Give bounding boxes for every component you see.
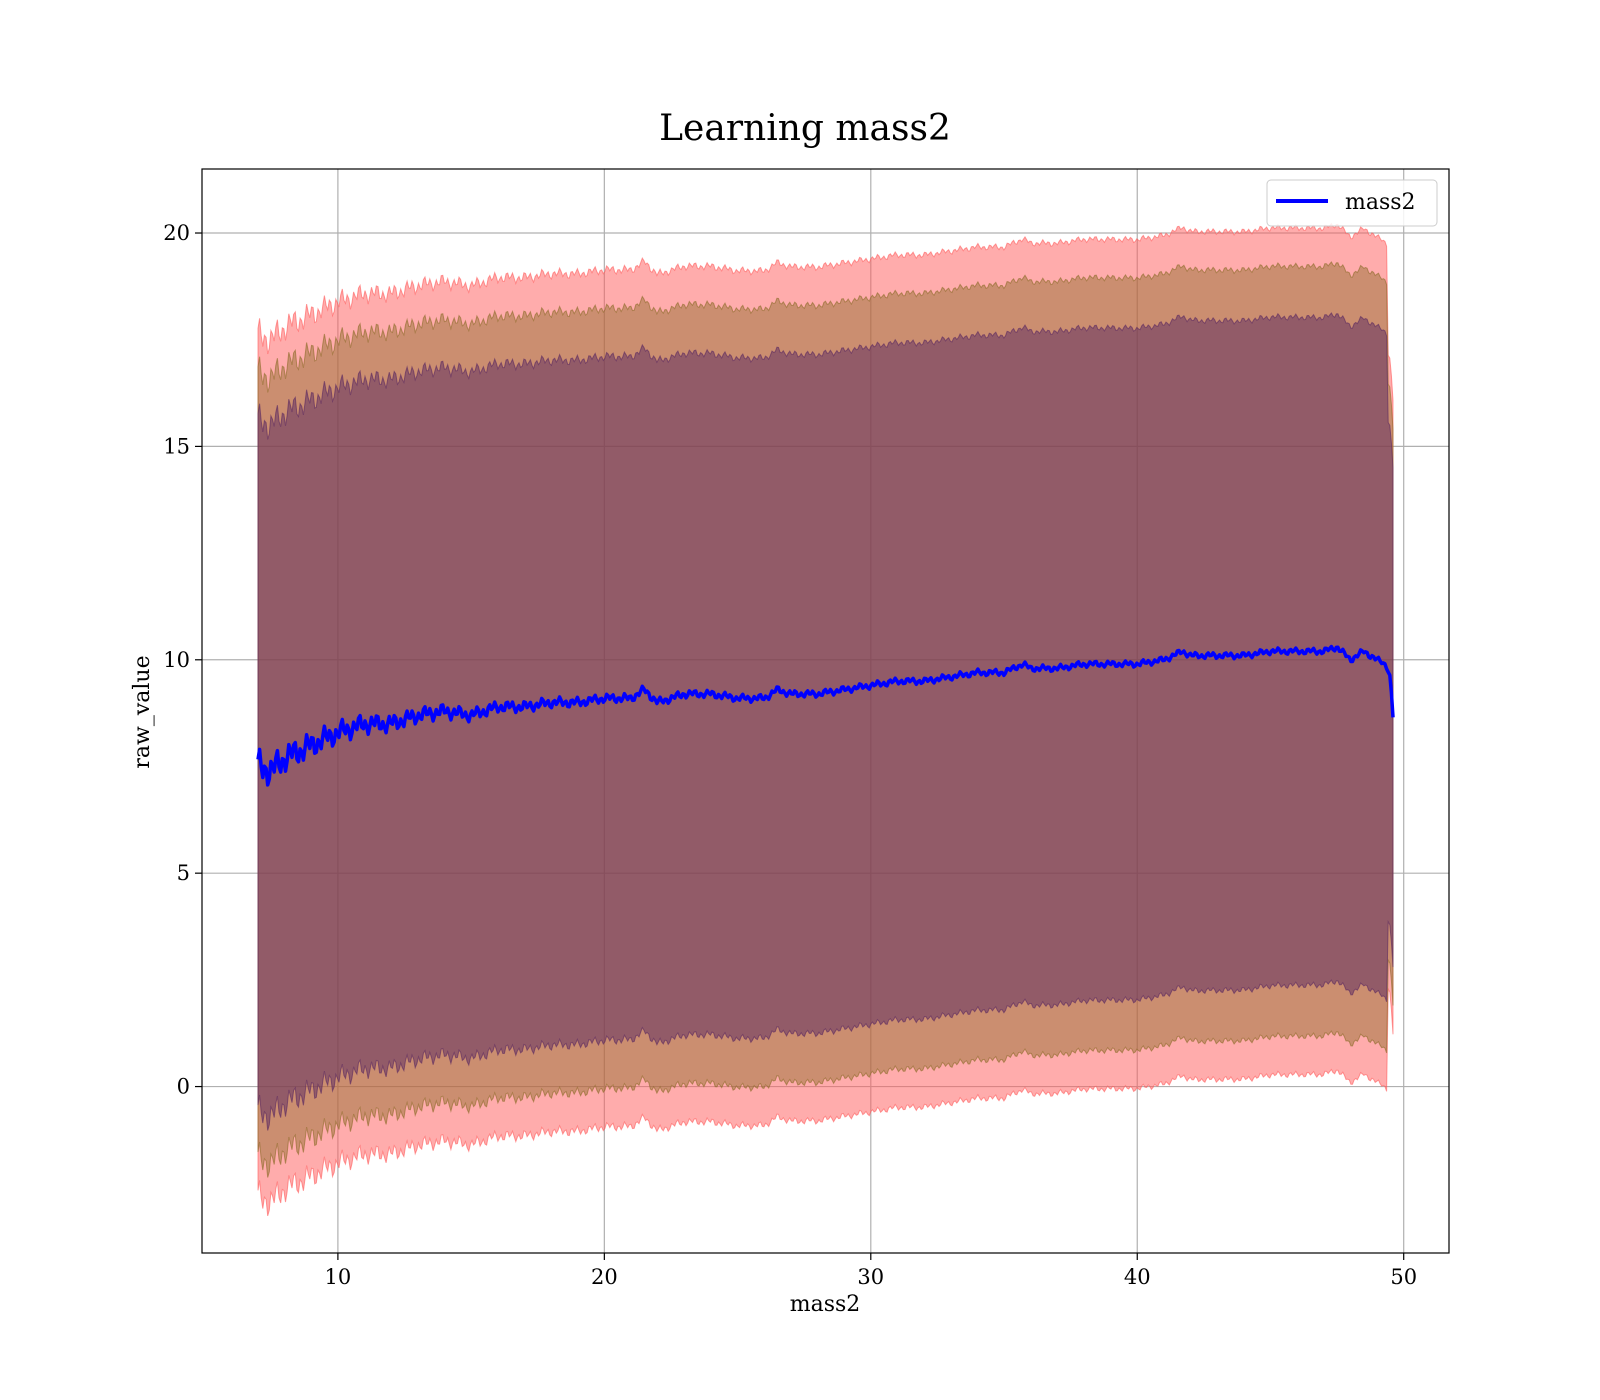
series-lines (256, 644, 1395, 787)
axis-ticks: 10 20 30 40 50 0 5 10 15 20 (163, 221, 1417, 1289)
x-tick-label: 30 (857, 1265, 884, 1289)
y-tick-label: 20 (163, 221, 190, 245)
confidence-band-3 (257, 312, 1394, 1131)
y-tick-label: 10 (163, 648, 190, 672)
x-axis-label: mass2 (790, 1292, 861, 1317)
x-tick-label: 50 (1390, 1265, 1417, 1289)
legend-box (1266, 179, 1438, 227)
y-tick-label: 5 (177, 861, 190, 885)
legend-label-mass2: mass2 (1345, 190, 1416, 215)
chart-title: Learning mass2 (659, 108, 951, 149)
legend: mass2 (1266, 179, 1438, 227)
y-tick-label: 0 (177, 1075, 190, 1099)
y-tick-label: 15 (163, 434, 190, 458)
plot-frame (201, 168, 1450, 1254)
bands (257, 222, 1394, 1217)
x-tick-label: 20 (591, 1265, 618, 1289)
x-tick-label: 10 (325, 1265, 352, 1289)
series-line-mass2 (256, 644, 1395, 787)
x-tick-label: 40 (1124, 1265, 1151, 1289)
y-axis-label: raw_value (130, 655, 155, 768)
